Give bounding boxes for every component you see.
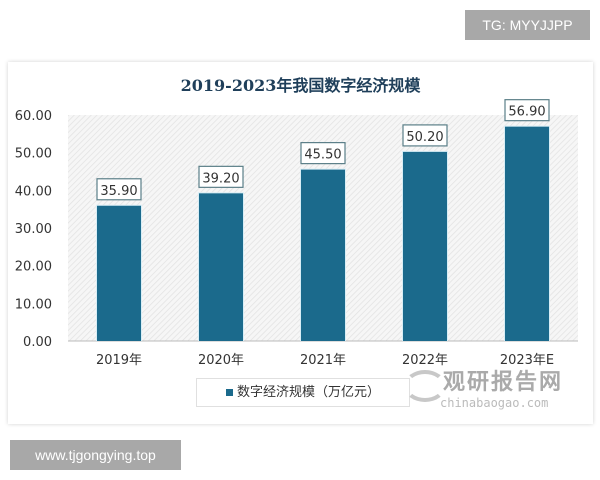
watermark-logo-icon: [404, 370, 446, 402]
data-label-box: [96, 178, 142, 201]
data-label: 35.90: [100, 184, 137, 199]
y-tick-label: 0.00: [23, 335, 52, 350]
x-tick-label: 2019年: [96, 353, 142, 368]
x-tick-label: 2022年: [402, 353, 448, 368]
x-tick-label: 2023年E: [500, 353, 554, 368]
bar: [97, 205, 141, 341]
tg-watermark: TG: MYYJJPP: [465, 10, 590, 40]
data-label: 45.50: [304, 148, 341, 163]
data-label: 56.90: [508, 105, 545, 120]
data-label: 50.20: [406, 130, 443, 145]
bar: [403, 151, 447, 341]
y-tick-label: 10.00: [15, 297, 52, 312]
bar-chart: 0.00 10.00 20.00 30.00 40.00 50.00 60.00 35.90 2…: [15, 99, 578, 368]
data-label-box: [300, 142, 346, 165]
bar: [505, 126, 549, 341]
y-tick-label: 20.00: [15, 260, 52, 275]
watermark-en: chinabaogao.com: [440, 396, 549, 410]
data-label-box: [504, 99, 550, 122]
x-tick-label: 2021年: [300, 353, 346, 368]
y-tick-label: 50.00: [15, 147, 52, 162]
data-label-box: [402, 124, 448, 147]
x-tick-label: 2020年: [198, 353, 244, 368]
y-tick-label: 60.00: [15, 109, 52, 124]
legend-swatch: [225, 389, 233, 396]
bar: [199, 193, 243, 341]
watermark-cn: 观研报告网: [443, 370, 564, 395]
legend: 数字经济规模（万亿元）: [196, 378, 410, 407]
chart-title: 2019-2023年我国数字经济规模: [180, 76, 421, 95]
chart-card: 2019-2023年我国数字经济规模 0.00 10.00 20.00 30.00 40…: [8, 62, 593, 424]
y-tick-label: 40.00: [15, 184, 52, 199]
data-label: 39.20: [202, 171, 239, 186]
url-watermark: www.tjgongying.top: [10, 440, 181, 470]
legend-label: 数字经济规模（万亿元）: [236, 385, 380, 400]
bar: [301, 169, 345, 341]
chinabaogao-watermark: 观研报告网 chinabaogao.com: [398, 364, 563, 410]
y-tick-label: 30.00: [15, 222, 52, 237]
data-label-box: [198, 165, 244, 188]
